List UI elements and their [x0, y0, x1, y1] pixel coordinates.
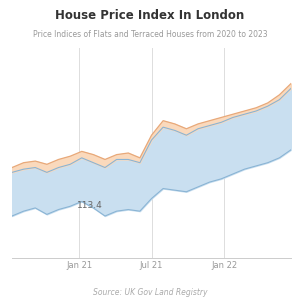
- Text: Price Indices of Flats and Terraced Houses from 2020 to 2023: Price Indices of Flats and Terraced Hous…: [33, 30, 267, 39]
- Text: Source: UK Gov Land Registry: Source: UK Gov Land Registry: [93, 288, 207, 297]
- Text: 113.4: 113.4: [77, 202, 103, 211]
- Text: House Price Index In London: House Price Index In London: [56, 9, 244, 22]
